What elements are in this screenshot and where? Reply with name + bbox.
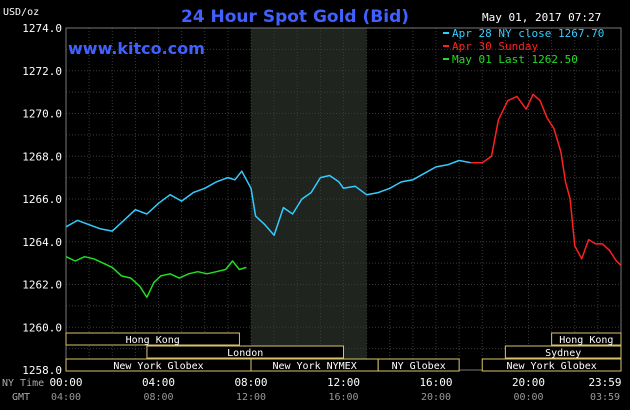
series-line [65,159,471,237]
legend-entry: May 01 Last 1262.50 [452,53,578,66]
session-box [504,345,622,359]
session-bar: London [146,345,344,359]
x-tick-label-ny: 04:00 [142,376,175,389]
session-bar: New York Globex [481,358,622,372]
session-label: New York Globex [506,361,596,372]
x-tick-label-ny: 23:59 [588,376,621,389]
y-tick-label: 1272.0 [22,65,62,78]
x-tick-label-gmt: 03:59 [590,392,620,403]
y-tick-label: 1274.0 [22,22,62,35]
session-label: London [227,348,263,359]
y-tick-label: 1260.0 [22,321,62,334]
legend-entry: Apr 30 Sunday [452,40,538,53]
session-label: NY Globex [392,361,446,372]
session-bar: Hong Kong [551,332,622,346]
legend-entry: Apr 28 NY close 1267.70 [452,27,604,40]
x-tick-label-gmt: 08:00 [143,392,173,403]
chart-title: 24 Hour Spot Gold (Bid) [181,7,409,27]
gmt-label: GMT [12,392,30,403]
series-line [65,255,247,299]
y-tick-label: 1262.0 [22,279,62,292]
y-tick-label: 1258.0 [22,364,62,377]
y-tick-label: 1270.0 [22,108,62,121]
session-box [377,358,460,372]
session-box [551,332,622,346]
price-series [65,93,622,299]
x-tick-label-gmt: 00:00 [513,392,543,403]
ny-time-label: NY Time [2,378,44,389]
session-bar: New York NYMEX [250,358,379,372]
session-box [481,358,622,372]
x-tick-label-gmt: 16:00 [328,392,358,403]
x-tick-label-gmt: 12:00 [236,392,266,403]
x-tick-label-ny: 08:00 [234,376,267,389]
y-tick-label: 1266.0 [22,193,62,206]
session-label: Sydney [545,348,581,359]
market-sessions: Hong Kong London New York Globex New York N… [65,332,622,372]
x-tick-label-ny: 12:00 [327,376,360,389]
x-tick-labels: 00:00 04:00 08:00 12:00 16:00 20:00 23:59 04:00… [49,376,621,403]
x-tick-label-gmt: 20:00 [421,392,451,403]
session-box [65,332,240,346]
timestamp: May 01, 2017 07:27 [482,11,601,24]
x-tick-label-ny: 00:00 [49,376,82,389]
website-link[interactable]: www.kitco.com [68,39,205,58]
y-tick-label: 1264.0 [22,236,62,249]
session-bar: Hong Kong [65,332,240,346]
nymex-shaded-band [251,28,367,370]
session-label: Hong Kong [559,335,613,346]
session-bar: New York Globex [65,358,252,372]
session-bar: Sydney [504,345,622,359]
x-tick-label-ny: 16:00 [419,376,452,389]
x-tick-label-ny: 20:00 [512,376,545,389]
session-box [146,345,344,359]
y-tick-label: 1268.0 [22,150,62,163]
y-axis-unit: USD/oz [3,7,39,18]
series-line [470,93,622,266]
session-label: New York Globex [113,361,203,372]
y-tick-labels: 1274.0 1272.0 1270.0 1268.0 1266.0 1264.0 1262… [22,22,62,377]
session-label: Hong Kong [126,335,180,346]
x-tick-label-gmt: 04:00 [51,392,81,403]
session-label: New York NYMEX [272,361,356,372]
session-bar: NY Globex [377,358,460,372]
